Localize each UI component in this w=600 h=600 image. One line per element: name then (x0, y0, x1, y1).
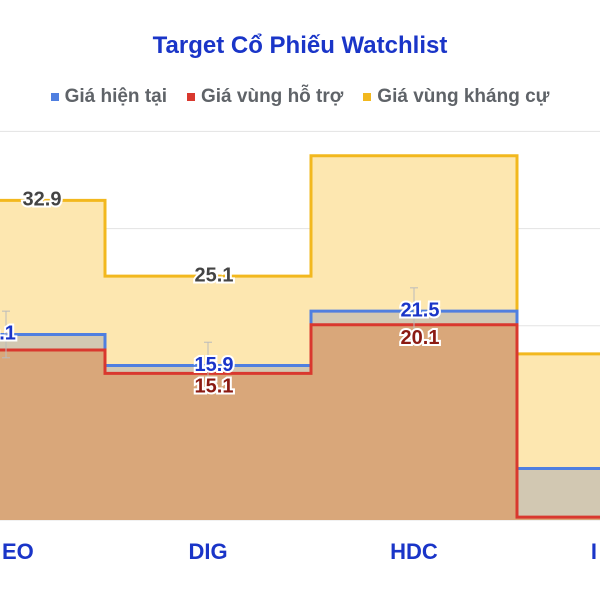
legend: Giá hiện tại Giá vùng hỗ trợ Giá vùng kh… (0, 86, 600, 108)
data-label-current-1: 15.9 (195, 354, 234, 376)
x-tick-label-2: HDC (390, 539, 438, 564)
legend-label-current: Giá hiện tại (64, 86, 167, 107)
legend-swatch-current (50, 93, 59, 101)
legend-label-resistance: Giá vùng kháng cự (377, 86, 550, 107)
x-tick-label-3: I (591, 539, 597, 564)
data-label-support-2: 20.1 (401, 327, 440, 349)
legend-item-support[interactable]: Giá vùng hỗ trợ (187, 86, 343, 108)
legend-swatch-support (187, 93, 195, 101)
data-label-resistance-1: 25.1 (195, 264, 234, 286)
line-support (0, 323, 600, 519)
legend-item-resistance[interactable]: Giá vùng kháng cự (363, 86, 549, 108)
x-tick-label-1: DIG (188, 539, 227, 564)
data-label-resistance-0: 32.9 (23, 189, 62, 211)
chart-title: Target Cổ Phiếu Watchlist (152, 32, 448, 59)
x-tick-label-0: EO (2, 539, 34, 564)
data-label-support-1: 15.1 (195, 376, 234, 398)
legend-swatch-resistance (363, 93, 372, 101)
data-label-current-2: 21.5 (401, 299, 440, 321)
data-label-current-0: 9.1 (0, 323, 16, 345)
legend-label-support: Giá vùng hỗ trợ (201, 86, 344, 107)
legend-item-current[interactable]: Giá hiện tại (50, 86, 167, 108)
